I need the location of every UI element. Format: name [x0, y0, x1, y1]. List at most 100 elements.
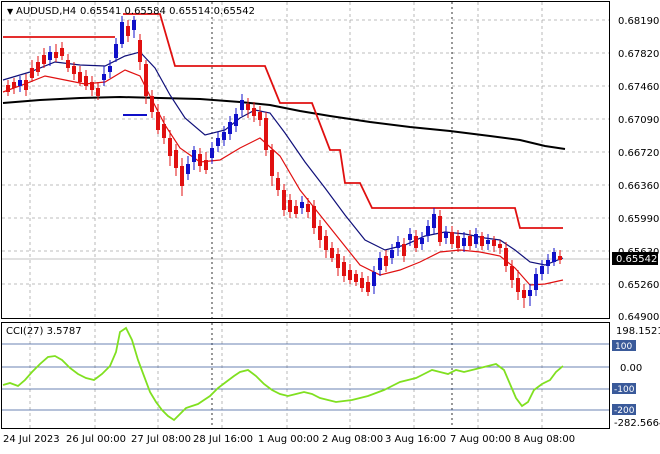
time-tick: 8 Aug 08:00 [514, 434, 575, 445]
candle-body [390, 250, 394, 258]
candle-body [312, 206, 316, 228]
candle-body [510, 266, 514, 280]
cci-label: CCI(27) 3.5787 [6, 326, 82, 337]
candle-body [210, 148, 214, 158]
candle-body [264, 118, 268, 150]
price-tick: 0.67090 [618, 115, 659, 126]
candle-body [402, 244, 406, 256]
current-price-box [612, 252, 658, 265]
candle-body [294, 206, 298, 214]
candle-body [306, 204, 310, 212]
candle-body [222, 132, 226, 140]
cci-max-label: 198.1521 [616, 326, 660, 337]
candle-body [96, 88, 100, 96]
candle-body [186, 164, 190, 174]
candle-body [6, 85, 10, 92]
time-axis: 24 Jul 2023 26 Jul 00:00 27 Jul 08:00 28… [3, 434, 575, 445]
cci-level-neg100-box [612, 383, 636, 394]
cci-level-neg200: -200 [614, 406, 635, 416]
candle-body [420, 238, 424, 244]
candle-body [72, 66, 76, 74]
candle-body [120, 22, 124, 44]
candle-body [372, 272, 376, 286]
cci-level-neg200-box [612, 404, 636, 415]
time-tick: 28 Jul 16:00 [193, 434, 253, 445]
candle-body [192, 150, 196, 162]
candle-body [378, 258, 382, 270]
cci-line [2, 326, 564, 422]
candle-body [132, 20, 136, 30]
candle-body [258, 112, 262, 120]
candle-body [36, 62, 40, 72]
time-tick: 3 Aug 16:00 [385, 434, 446, 445]
candle-body [162, 124, 166, 138]
price-axis: 0.68190 0.67820 0.67460 0.67090 0.66720 … [618, 16, 659, 323]
candle-body [492, 240, 496, 246]
long-ma-line [2, 95, 566, 150]
candle-body [174, 150, 178, 168]
candle-body [276, 178, 280, 190]
candle-body [498, 244, 502, 248]
candle-body [504, 248, 508, 266]
candle-body [246, 104, 250, 110]
cci-level-100-box [612, 340, 636, 351]
candle-body [84, 76, 88, 86]
cci-series [2, 326, 609, 422]
candle-body [480, 236, 484, 246]
candle-body [444, 232, 448, 238]
cci-zero-label: 0.00 [620, 363, 642, 374]
candle-body [168, 138, 172, 156]
candle-body [234, 114, 238, 126]
candle-body [18, 80, 22, 86]
cci-pane[interactable] [1, 322, 610, 429]
fast-ema-line [2, 69, 564, 286]
candle-body [78, 72, 82, 82]
candle-body [114, 44, 118, 58]
candle-body [384, 256, 388, 266]
candle-body [360, 278, 364, 288]
candle-body [342, 262, 346, 276]
candle-body [300, 202, 304, 208]
price-pane[interactable] [1, 1, 610, 319]
candle-body [330, 248, 334, 258]
candle-body [282, 190, 286, 210]
candle-body [432, 214, 436, 228]
candle-body [288, 200, 292, 212]
candle-body [228, 122, 232, 134]
candle-body [534, 274, 538, 290]
triangle-down-icon: ▼ [7, 7, 14, 16]
candle-body [180, 166, 184, 186]
candle-body [324, 236, 328, 250]
candle-body [240, 100, 244, 110]
candle-body [408, 234, 412, 240]
candle-body [318, 226, 322, 240]
candle-body [144, 64, 148, 96]
candle-body [270, 150, 274, 176]
price-tick: 0.64900 [618, 312, 659, 323]
time-tick: 1 Aug 00:00 [258, 434, 319, 445]
candle-body [24, 80, 28, 90]
candle-body [456, 236, 460, 248]
candle-body [66, 60, 70, 68]
candle-body [156, 112, 160, 130]
slow-ema-line [2, 51, 564, 266]
candle-body [150, 96, 154, 112]
candle-body [558, 256, 562, 260]
current-price-label: 0.65542 [616, 254, 657, 265]
candle-body [252, 108, 256, 116]
stop-line-2 [123, 13, 563, 229]
candle-body [366, 282, 370, 292]
candle-body [354, 274, 358, 282]
candle-body [48, 52, 52, 60]
candle-body [486, 240, 490, 244]
candle-body [54, 52, 58, 58]
cci-min-label: -282.5664 [614, 418, 660, 429]
candle-body [552, 252, 556, 262]
candle-body [426, 226, 430, 236]
candle-body [12, 82, 16, 88]
time-tick: 26 Jul 00:00 [66, 434, 126, 445]
candle-body [522, 290, 526, 298]
cci-level-100: 100 [615, 342, 632, 352]
